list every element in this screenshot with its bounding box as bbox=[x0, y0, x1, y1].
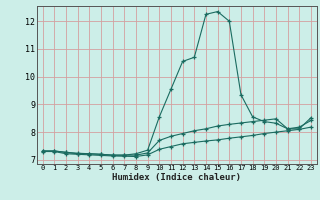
X-axis label: Humidex (Indice chaleur): Humidex (Indice chaleur) bbox=[112, 173, 241, 182]
